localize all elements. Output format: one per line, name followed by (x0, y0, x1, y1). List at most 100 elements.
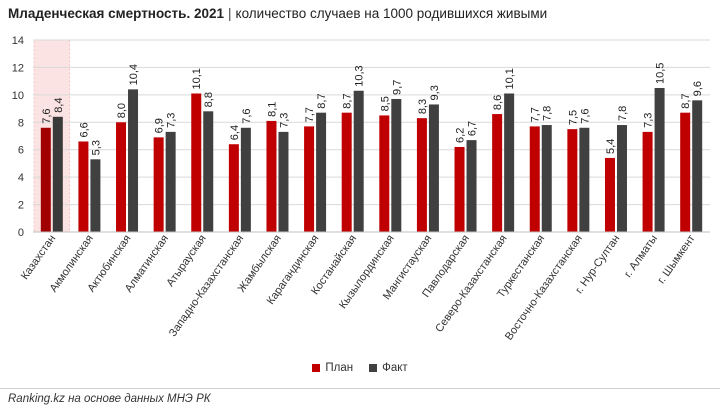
value-label-plan: 7,7 (530, 107, 542, 122)
bar-fact (466, 140, 477, 232)
x-tick-label: Северо-Казахстанская (433, 233, 509, 335)
bar-chart: 024681012147,68,4Казахстан6,65,3Акмолинс… (12, 35, 710, 343)
legend-item-fact: Факт (369, 362, 408, 374)
bar-plan (116, 122, 127, 232)
value-label-plan: 6,4 (229, 125, 241, 140)
x-tick-label: Восточно-Казахстанская (503, 233, 585, 343)
bar-plan (266, 120, 277, 232)
x-tick-label: г. Алматы (622, 233, 660, 280)
chart-title-subtitle: количество случаев на 1000 родившихся жи… (235, 6, 548, 21)
value-label-fact: 7,8 (617, 106, 629, 121)
value-label-plan: 8,3 (417, 99, 429, 114)
value-label-plan: 8,7 (680, 93, 692, 108)
bar-fact (316, 112, 327, 232)
bar-fact (391, 98, 402, 232)
value-label-fact: 10,1 (504, 68, 516, 89)
value-label-fact: 10,4 (128, 64, 140, 85)
y-tick-label: 14 (12, 35, 24, 47)
value-label-plan: 7,6 (41, 108, 53, 123)
bar-fact (504, 93, 515, 232)
value-label-plan: 8,1 (266, 102, 278, 117)
value-label-fact: 6,7 (467, 121, 479, 136)
bar-plan (529, 126, 540, 232)
value-label-fact: 10,5 (655, 63, 667, 84)
bar-plan (416, 118, 427, 232)
value-label-plan: 7,7 (304, 107, 316, 122)
y-tick-label: 12 (12, 62, 24, 74)
bar-fact (616, 125, 627, 232)
bar-fact (240, 127, 251, 232)
chart-legend: План Факт (0, 362, 720, 374)
value-label-plan: 7,3 (643, 113, 655, 128)
value-label-plan: 8,5 (379, 96, 391, 111)
value-label-fact: 7,8 (542, 106, 554, 121)
bar-fact (428, 104, 439, 232)
bar-plan (40, 127, 51, 232)
bar-plan (304, 126, 315, 232)
x-tick-label: г. Шымкент (655, 233, 697, 286)
bar-plan (191, 93, 202, 232)
bar-fact (579, 127, 590, 232)
bar-plan (492, 114, 503, 232)
bar-plan (454, 146, 465, 232)
value-label-fact: 8,7 (316, 93, 328, 108)
value-label-fact: 5,3 (90, 140, 102, 155)
value-label-plan: 6,2 (455, 128, 467, 143)
value-label-fact: 8,4 (53, 98, 65, 113)
y-tick-label: 4 (18, 172, 24, 184)
value-label-fact: 7,3 (278, 113, 290, 128)
bar-plan (341, 112, 352, 232)
bar-fact (203, 111, 214, 232)
footer-divider (0, 388, 720, 389)
value-label-plan: 6,9 (154, 118, 166, 133)
value-label-fact: 7,6 (241, 108, 253, 123)
value-label-fact: 9,3 (429, 85, 441, 100)
bar-fact (654, 88, 665, 232)
value-label-fact: 9,6 (692, 81, 704, 96)
x-tick-label: Западно-Казахстанская (167, 233, 246, 339)
bar-plan (153, 137, 164, 232)
bar-fact (90, 159, 101, 232)
footer-source: Ranking.kz на основе данных МНЭ РК (8, 393, 211, 405)
y-tick-label: 10 (12, 90, 24, 102)
chart-title-main: Младенческая смертность. 2021 (8, 6, 224, 21)
legend-item-plan: План (312, 362, 353, 374)
value-label-plan: 8,7 (342, 93, 354, 108)
bar-plan (642, 131, 653, 232)
bar-fact (692, 100, 703, 232)
bar-fact (541, 125, 552, 232)
value-label-fact: 8,8 (203, 92, 215, 107)
bar-fact (278, 131, 289, 232)
value-label-fact: 7,6 (579, 108, 591, 123)
value-label-plan: 10,1 (191, 68, 203, 89)
chart-title-separator: | (228, 6, 232, 21)
bar-plan (567, 129, 578, 232)
value-label-fact: 10,3 (354, 65, 366, 86)
highlight-band (33, 39, 71, 233)
chart-title: Младенческая смертность. 2021 | количество… (8, 6, 547, 21)
y-tick-label: 0 (18, 227, 24, 239)
x-tick-label: Казахстан (19, 233, 58, 282)
bar-plan (78, 141, 89, 232)
y-tick-label: 6 (18, 145, 24, 157)
bar-plan (680, 112, 691, 232)
legend-label-fact: Факт (382, 362, 408, 374)
footer-source-brand: Ranking.kz (8, 393, 65, 405)
legend-swatch-plan (312, 364, 321, 372)
value-label-fact: 7,3 (166, 113, 178, 128)
footer-source-text: на основе данных МНЭ РК (64, 393, 211, 405)
value-label-fact: 9,7 (391, 80, 403, 95)
bar-fact (353, 90, 364, 232)
bar-fact (52, 116, 63, 232)
bar-plan (228, 144, 239, 232)
legend-label-plan: План (325, 362, 354, 374)
bar-plan (604, 157, 615, 232)
value-label-plan: 5,4 (605, 139, 617, 154)
legend-swatch-fact (369, 364, 378, 372)
bar-fact (165, 131, 176, 232)
value-label-plan: 7,5 (567, 110, 579, 125)
bar-fact (128, 89, 139, 232)
bar-plan (379, 115, 390, 232)
value-label-plan: 8,0 (116, 103, 128, 118)
value-label-plan: 8,6 (492, 95, 504, 110)
